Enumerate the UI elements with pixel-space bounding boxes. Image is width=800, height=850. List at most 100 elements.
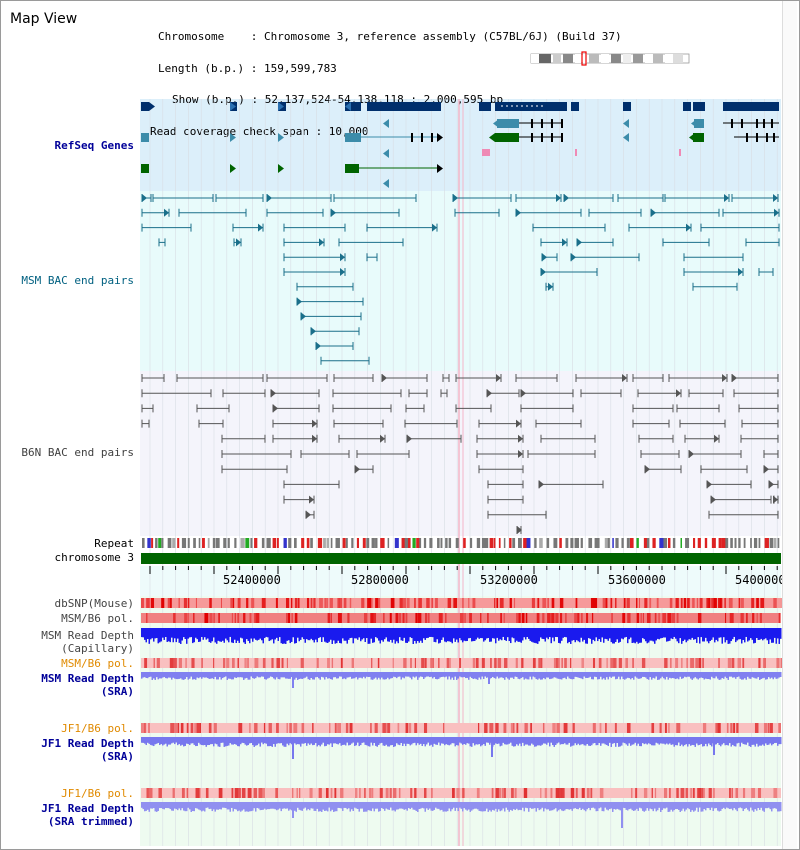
heat-strip-cell — [408, 723, 412, 733]
read-depth-bar — [477, 737, 479, 745]
read-depth-bar — [559, 737, 561, 745]
read-depth-bar — [424, 628, 426, 640]
track-label-chromosome[interactable]: chromosome 3 — [54, 551, 134, 564]
track-label-b6n-bac[interactable]: B6N BAC end pairs — [21, 446, 134, 459]
read-depth-bar — [267, 802, 269, 810]
read-depth-bar — [708, 802, 710, 809]
read-depth-bar — [255, 672, 257, 679]
track-label-jf1-b6-pol-2[interactable]: JF1/B6 pol. — [61, 787, 134, 800]
read-depth-bar — [349, 628, 351, 639]
repeat-feature — [725, 538, 729, 548]
read-depth-bar — [253, 628, 255, 639]
read-depth-bar — [186, 737, 188, 744]
track-label-jf1-depth-sra-2[interactable]: (SRA) — [100, 750, 134, 763]
read-depth-bar — [243, 737, 245, 744]
repeat-feature — [142, 538, 145, 548]
read-depth-bar — [606, 737, 608, 745]
read-depth-bar — [216, 737, 218, 745]
heat-strip-cell — [472, 598, 476, 608]
track-label-msm-b6-pol[interactable]: MSM/B6 pol. — [61, 612, 134, 625]
track-label-msm-b6-pol-2[interactable]: MSM/B6 pol. — [61, 657, 134, 670]
read-depth-bar — [571, 672, 573, 680]
track-label-jf1-depth-trim-2[interactable]: (SRA trimmed) — [47, 815, 134, 828]
read-depth-bar — [723, 628, 725, 638]
heat-strip-cell — [561, 658, 563, 668]
track-label-jf1-b6-pol[interactable]: JF1/B6 pol. — [61, 722, 134, 735]
read-depth-bar — [577, 802, 579, 810]
heat-strip-cell — [262, 788, 265, 798]
heat-strip-cell — [484, 723, 488, 733]
read-depth-bar — [208, 628, 210, 643]
read-depth-bar — [763, 737, 765, 746]
read-depth-bar — [706, 628, 708, 642]
vertical-scrollbar[interactable] — [782, 1, 797, 849]
read-depth-bar — [471, 802, 473, 811]
read-depth-bar — [715, 737, 717, 745]
read-depth-bar — [577, 672, 579, 678]
read-depth-bar — [526, 628, 528, 638]
read-depth-bar — [675, 672, 677, 680]
read-depth-bar — [228, 802, 230, 810]
read-depth-bar — [667, 737, 669, 745]
read-depth-bar — [481, 737, 483, 746]
read-depth-bar — [276, 628, 278, 638]
read-depth-bar — [760, 737, 762, 746]
read-depth-bar — [342, 672, 344, 680]
read-depth-bar — [354, 672, 356, 679]
heat-strip-cell — [310, 598, 313, 608]
read-depth-bar — [658, 672, 660, 680]
read-depth-bar — [343, 628, 345, 641]
read-depth-bar — [414, 737, 416, 743]
heat-strip-cell — [742, 788, 746, 798]
read-depth-bar — [198, 737, 200, 743]
track-label-jf1-depth-sra-1[interactable]: JF1 Read Depth — [41, 737, 134, 750]
heat-strip-cell — [685, 788, 689, 798]
read-depth-bar — [348, 628, 350, 640]
read-depth-bar — [166, 628, 168, 642]
read-depth-bar — [315, 672, 317, 678]
read-depth-bar — [571, 628, 573, 641]
read-depth-bar — [349, 802, 351, 812]
read-depth-bar — [591, 628, 593, 644]
track-label-msm-depth-sra-2[interactable]: (SRA) — [100, 685, 134, 698]
read-depth-bar — [688, 672, 690, 677]
heat-strip-cell — [503, 613, 505, 623]
heat-strip-cell — [190, 723, 194, 733]
read-depth-bar — [348, 737, 350, 746]
read-depth-bar — [361, 737, 363, 743]
read-depth-bar — [387, 628, 389, 642]
track-label-msm-depth-capillary-2[interactable]: (Capillary) — [61, 642, 134, 655]
heat-strip-cell — [208, 723, 212, 733]
gene-arrow — [479, 102, 485, 111]
read-depth-bar — [598, 737, 600, 744]
track-label-repeat[interactable]: Repeat — [94, 537, 134, 550]
read-depth-bar — [300, 672, 302, 679]
read-depth-bar — [516, 672, 518, 677]
read-depth-bar — [462, 737, 464, 745]
read-depth-bar — [678, 737, 680, 743]
repeat-feature — [659, 538, 664, 548]
read-depth-bar — [436, 737, 438, 745]
read-depth-bar — [258, 672, 260, 678]
read-depth-bar — [588, 737, 590, 746]
track-label-refseq[interactable]: RefSeq Genes — [54, 139, 134, 152]
read-depth-bar — [583, 802, 585, 811]
track-label-jf1-depth-trim-1[interactable]: JF1 Read Depth — [41, 802, 134, 815]
read-depth-bar — [688, 802, 690, 810]
track-label-msm-depth-capillary-1[interactable]: MSM Read Depth — [41, 629, 134, 642]
heat-strip-cell — [654, 613, 657, 623]
track-label-msm-bac[interactable]: MSM BAC end pairs — [21, 274, 134, 287]
read-depth-bar — [462, 628, 464, 643]
track-label-dbsnp[interactable]: dbSNP(Mouse) — [54, 597, 134, 610]
heat-strip-cell — [390, 598, 395, 608]
read-depth-bar — [618, 737, 620, 747]
read-depth-bar — [229, 802, 231, 812]
read-depth-bar — [568, 737, 570, 743]
heat-strip-cell — [146, 613, 148, 623]
read-depth-bar — [222, 628, 224, 641]
ideogram-band — [623, 54, 631, 63]
read-depth-bar — [751, 672, 753, 678]
track-label-msm-depth-sra-1[interactable]: MSM Read Depth — [41, 672, 134, 685]
read-depth-bar — [720, 802, 722, 811]
